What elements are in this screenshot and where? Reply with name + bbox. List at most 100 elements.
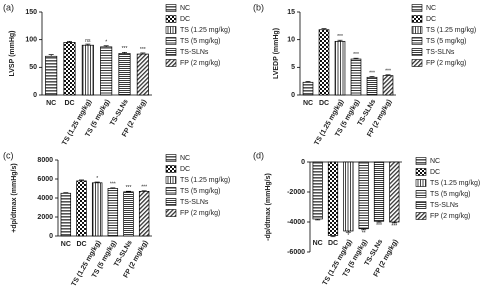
bar [123, 191, 134, 237]
legend-label: TS (5 mg/kg) [180, 38, 220, 45]
legend-swatch [411, 59, 423, 67]
legend-swatch [165, 187, 177, 195]
legend-label: NC [426, 5, 436, 12]
bar [91, 182, 103, 237]
significance: *** [110, 182, 116, 188]
x-tick-label: NC [313, 240, 323, 247]
significance: * [347, 233, 349, 239]
legend-label: FP (2 mg/kg) [426, 60, 466, 67]
legend-swatch [415, 168, 427, 176]
bar [136, 53, 149, 96]
legend-swatch [411, 37, 423, 45]
bar [45, 55, 58, 96]
legend-label: DC [180, 16, 190, 23]
panel-label: (c) [3, 150, 14, 160]
legend-swatch [411, 48, 423, 56]
y-tick-label: 50 [29, 64, 37, 71]
significance: *** [391, 224, 397, 230]
significance: *** [376, 223, 382, 229]
significance: * [105, 40, 107, 46]
legend-swatch [165, 165, 177, 173]
legend-swatch [165, 59, 177, 67]
y-tick-label: -4000 [287, 219, 305, 226]
legend-label: TS (5 mg/kg) [430, 191, 470, 198]
significance: ** [362, 231, 366, 237]
legend-swatch [411, 26, 423, 34]
legend-label: TS-SLNs [426, 49, 455, 56]
y-tick-label: 5 [291, 64, 295, 71]
panel-label: (b) [253, 2, 264, 12]
legend-label: TS (1.25 mg/kg) [180, 27, 230, 34]
y-tick-label: 0 [301, 159, 305, 166]
y-tick-label: 0 [49, 233, 53, 240]
legend-label: FP (2 mg/kg) [180, 60, 220, 67]
bar [366, 76, 378, 96]
bar [373, 161, 385, 222]
x-tick-label: DC [64, 100, 74, 107]
x-tick-label: DC [319, 100, 329, 107]
y-tick-label: 15 [287, 9, 295, 16]
legend-label: DC [430, 169, 440, 176]
significance: *** [337, 34, 343, 40]
legend-swatch [165, 154, 177, 162]
bar [334, 40, 346, 96]
x-tick-label: DC [328, 240, 338, 247]
bar [389, 161, 400, 223]
bar [343, 161, 354, 232]
legend-label: TS-SLNs [180, 199, 209, 206]
x-tick-label: NC [61, 241, 71, 248]
legend-label: NC [180, 155, 190, 162]
panel-label: (d) [253, 150, 264, 160]
panel-label: (a) [3, 2, 14, 12]
y-tick-label: 8000 [37, 157, 53, 164]
bar [350, 58, 362, 96]
legend-label: TS (1.25 mg/kg) [426, 27, 476, 34]
y-axis-label: -dp/dtmax (mmHg/s) [265, 173, 272, 241]
y-tick-label: 2000 [37, 214, 53, 221]
x-tick-label: NC [46, 100, 56, 107]
y-tick-label: 0 [33, 92, 37, 99]
bar [312, 161, 323, 220]
bar [60, 192, 72, 237]
legend-label: DC [180, 166, 190, 173]
x-tick-label: TS-SLNs [109, 98, 130, 127]
y-tick-label: 4000 [37, 195, 53, 202]
legend-swatch [165, 198, 177, 206]
significance: *** [353, 52, 359, 58]
bar [327, 161, 339, 236]
legend-label: NC [180, 5, 190, 12]
legend-swatch [415, 201, 427, 209]
significance: *** [122, 46, 128, 52]
significance: * [96, 176, 98, 182]
bar [81, 44, 94, 96]
y-tick-label: 150 [25, 9, 37, 16]
y-tick-label: 100 [25, 37, 37, 44]
significance: *** [141, 185, 147, 191]
legend-swatch [165, 48, 177, 56]
y-axis-label: +dp/dtmax (mmHg/s) [11, 163, 18, 232]
bar [63, 42, 76, 96]
legend-swatch [411, 15, 423, 23]
legend-swatch [165, 26, 177, 34]
significance: *** [369, 70, 375, 76]
y-tick-label: 0 [291, 92, 295, 99]
legend-swatch [165, 176, 177, 184]
bar [118, 53, 131, 96]
bar [138, 191, 150, 237]
legend-label: DC [426, 16, 436, 23]
x-tick-label: NC [303, 100, 313, 107]
bar [318, 29, 330, 96]
legend-swatch [411, 4, 423, 12]
legend-swatch [165, 209, 177, 217]
significance: *** [140, 47, 146, 53]
bar [302, 81, 314, 96]
bar [382, 75, 394, 96]
legend-swatch [165, 4, 177, 12]
y-tick-label: -2000 [287, 189, 305, 196]
legend-label: TS (1.25 mg/kg) [180, 177, 230, 184]
legend-label: TS (5 mg/kg) [180, 188, 220, 195]
legend-swatch [415, 190, 427, 198]
bar [76, 180, 87, 237]
legend-label: NC [430, 158, 440, 165]
